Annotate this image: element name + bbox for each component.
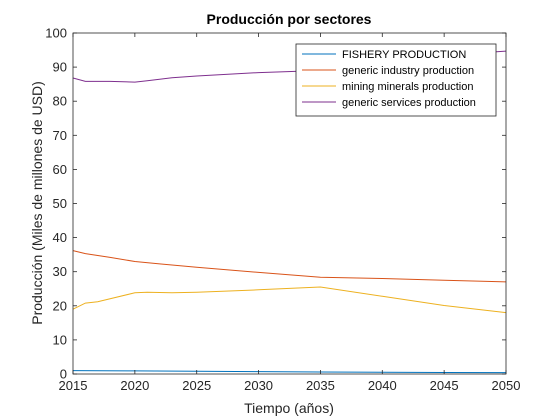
x-tick-label: 2015 [59, 378, 88, 393]
legend: FISHERY PRODUCTION generic industry produ… [295, 43, 497, 117]
ticks: 2015 2020 2025 2030 2035 2040 2045 205001020304… [45, 26, 520, 394]
series-line-1 [72, 250, 507, 283]
y-tick-label: 40 [53, 230, 67, 245]
legend-box [295, 43, 497, 117]
plot-lines [72, 50, 507, 374]
x-tick-label: 2030 [244, 378, 273, 393]
y-tick-label: 20 [53, 298, 67, 313]
y-tick-label: 50 [53, 196, 67, 211]
y-tick-label: 80 [53, 94, 67, 109]
y-tick-label: 70 [53, 128, 67, 143]
x-tick-label: 2045 [430, 378, 459, 393]
x-tick-label: 2020 [120, 378, 149, 393]
series-line-0 [72, 370, 507, 374]
y-axis-label: Producción (Miles de millones de USD) [29, 81, 45, 325]
series-line-2 [72, 286, 507, 314]
y-tick-label: 30 [53, 264, 67, 279]
x-tick-label: 2025 [182, 378, 211, 393]
legend-label-2: mining minerals production [342, 81, 473, 93]
x-tick-label: 2040 [368, 378, 397, 393]
chart-title: Producción por sectores [207, 11, 372, 27]
x-tick-label: 2035 [306, 378, 335, 393]
legend-label-0: FISHERY PRODUCTION [342, 49, 466, 61]
y-tick-label: 100 [45, 26, 67, 41]
x-tick-label: 2050 [492, 378, 521, 393]
y-tick-label: 0 [60, 367, 67, 382]
y-tick-label: 90 [53, 60, 67, 75]
y-tick-label: 10 [53, 332, 67, 347]
x-axis-label: Tiempo (años) [244, 400, 334, 416]
y-tick-label: 60 [53, 162, 67, 177]
legend-label-1: generic industry production [342, 65, 474, 77]
legend-label-3: generic services production [342, 97, 476, 109]
